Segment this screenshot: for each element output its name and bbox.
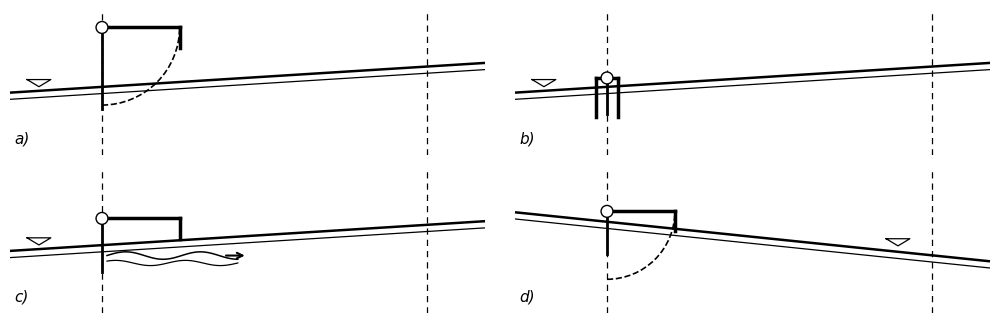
Text: a): a) (15, 131, 30, 146)
Text: c): c) (15, 289, 29, 304)
Circle shape (96, 213, 108, 224)
Circle shape (601, 72, 613, 84)
Circle shape (601, 205, 613, 217)
Text: b): b) (520, 131, 535, 146)
Text: d): d) (520, 289, 535, 304)
Circle shape (96, 22, 108, 33)
